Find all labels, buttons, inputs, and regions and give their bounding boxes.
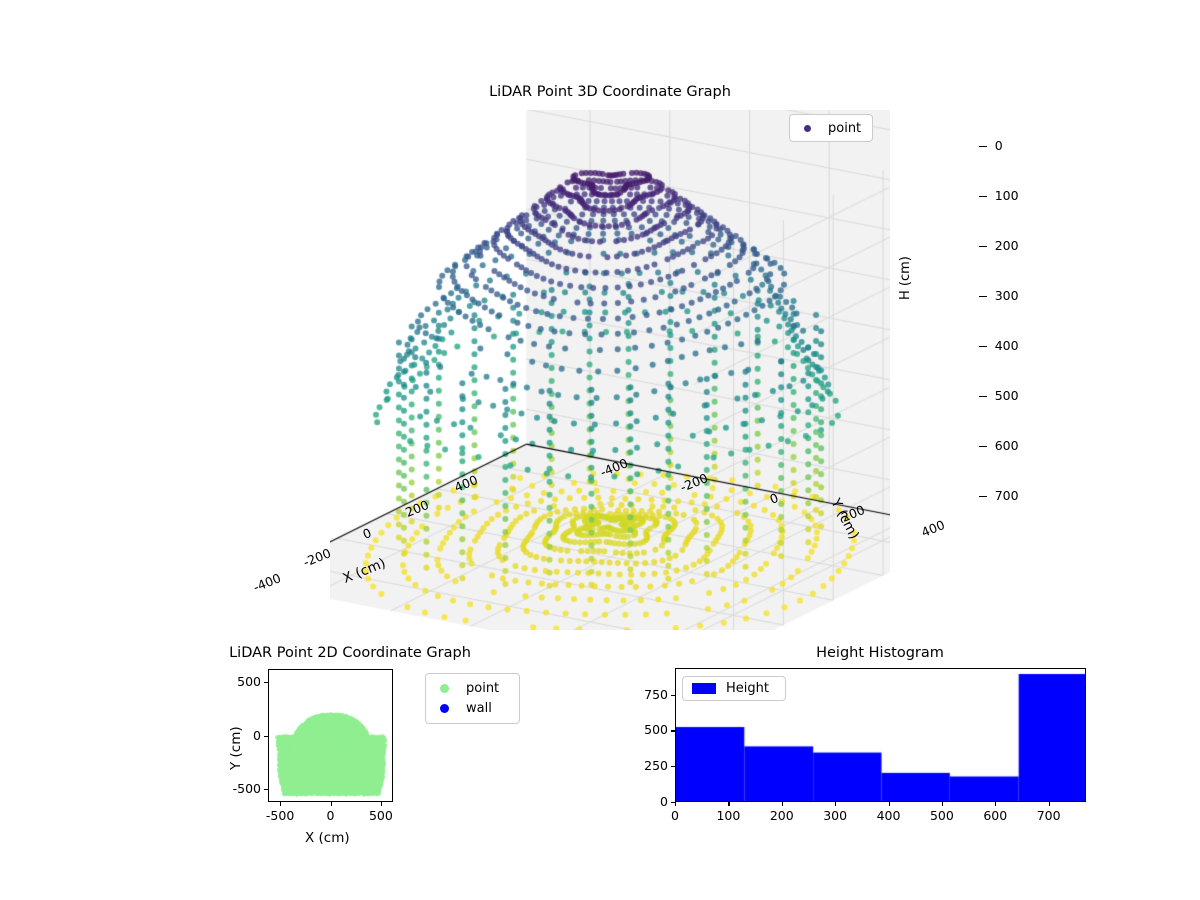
plot2d-xtick-mark-0 bbox=[280, 802, 282, 806]
plot2d-xtick-1: 0 bbox=[326, 808, 335, 823]
histogram-ytick-mark-1 bbox=[671, 766, 675, 768]
plot3d-ztick-mark-4 bbox=[978, 345, 987, 348]
plot3d-ztick-6: 600 bbox=[994, 437, 1019, 453]
histogram-ytick-0: 0 bbox=[660, 794, 668, 809]
histogram-xtick-mark-4 bbox=[888, 802, 890, 806]
histogram-ytick-2: 500 bbox=[644, 722, 668, 738]
lidar-2d-axes bbox=[268, 669, 393, 802]
histogram-xtick-3: 300 bbox=[823, 808, 848, 823]
histogram-title: Height Histogram bbox=[816, 645, 944, 661]
histogram-xtick-mark-3 bbox=[835, 802, 837, 806]
plot3d-xtick-0: -400 bbox=[251, 570, 284, 595]
plot2d-ytick-2: -500 bbox=[232, 781, 261, 797]
plot2d-legend: point wall bbox=[425, 673, 520, 724]
plot2d-ytick-0: 500 bbox=[237, 673, 261, 689]
legend-label-height: Height bbox=[726, 681, 769, 696]
plot3d-ztick-mark-6 bbox=[978, 445, 987, 448]
histogram-xtick-6: 600 bbox=[983, 808, 1008, 823]
legend-item-height[interactable]: Height bbox=[688, 679, 780, 699]
plot2d-xtick-0: -500 bbox=[265, 808, 295, 823]
plot3d-ztick-0: 0 bbox=[994, 137, 1003, 153]
height-patch-icon bbox=[692, 683, 716, 694]
histogram-xtick-mark-1 bbox=[728, 802, 730, 806]
plot2d-xtick-mark-2 bbox=[380, 802, 383, 806]
histogram-xtick-mark-6 bbox=[995, 802, 997, 806]
plot3d-ztick-4: 400 bbox=[994, 337, 1019, 353]
histogram-ytick-mark-3 bbox=[671, 694, 675, 696]
histogram-xtick-1: 100 bbox=[716, 808, 741, 823]
histogram-xtick-mark-7 bbox=[1048, 802, 1050, 806]
plot3d-ztick-mark-5 bbox=[978, 395, 987, 398]
lidar-3d-canvas bbox=[330, 110, 890, 630]
plot2d-xaxis-label: X (cm) bbox=[305, 830, 350, 846]
plot3d-ztick-1: 100 bbox=[994, 187, 1019, 203]
lidar-2d-canvas bbox=[269, 670, 392, 801]
histogram-xtick-mark-0 bbox=[675, 802, 677, 806]
plot2d-xtick-mark-1 bbox=[330, 802, 332, 806]
histogram-xtick-0: 0 bbox=[671, 808, 679, 823]
plot3d-ztick-5: 500 bbox=[994, 387, 1019, 403]
plot3d-ztick-mark-1 bbox=[978, 195, 987, 198]
wall-marker-icon bbox=[440, 704, 449, 713]
legend-item-point[interactable]: point bbox=[798, 118, 864, 138]
plot2d-ytick-1: 0 bbox=[253, 727, 261, 743]
plot3d-title: LiDAR Point 3D Coordinate Graph bbox=[489, 84, 731, 100]
plot2d-ytick-mark-2 bbox=[264, 789, 268, 791]
plot3d-ztick-mark-0 bbox=[978, 145, 987, 148]
plot2d-xtick-2: 500 bbox=[368, 808, 393, 823]
legend-item-point[interactable]: point bbox=[432, 679, 513, 699]
plot3d-zaxis-label: H (cm) bbox=[898, 256, 913, 300]
plot3d-ytick-4: 400 bbox=[919, 517, 947, 541]
point-marker-icon bbox=[804, 124, 811, 132]
histogram-legend: Height bbox=[682, 676, 786, 701]
plot2d-ytick-mark-1 bbox=[264, 735, 268, 737]
lidar-3d-axes bbox=[330, 110, 890, 630]
plot3d-xtick-1: -200 bbox=[300, 545, 333, 571]
histogram-ytick-3: 750 bbox=[644, 686, 668, 702]
legend-label-wall: wall bbox=[466, 701, 492, 716]
plot3d-ztick-2: 200 bbox=[994, 237, 1019, 253]
histogram-ytick-mark-2 bbox=[671, 730, 675, 732]
plot3d-ztick-7: 700 bbox=[994, 487, 1019, 503]
legend-label-point: point bbox=[828, 120, 862, 136]
histogram-xtick-mark-2 bbox=[781, 802, 783, 806]
plot3d-ztick-mark-7 bbox=[978, 495, 987, 498]
plot3d-legend: point bbox=[789, 114, 873, 142]
histogram-xtick-7: 700 bbox=[1036, 808, 1061, 823]
histogram-xtick-4: 400 bbox=[876, 808, 901, 823]
histogram-xtick-mark-5 bbox=[941, 802, 944, 806]
histogram-xtick-2: 200 bbox=[769, 808, 794, 823]
histogram-ytick-mark-0 bbox=[671, 802, 675, 804]
legend-label-point: point bbox=[466, 681, 500, 696]
plot2d-title: LiDAR Point 2D Coordinate Graph bbox=[229, 645, 471, 661]
histogram-ytick-1: 250 bbox=[644, 758, 668, 774]
plot3d-ztick-mark-2 bbox=[978, 245, 987, 248]
legend-item-wall[interactable]: wall bbox=[432, 699, 513, 719]
plot3d-ztick-mark-3 bbox=[978, 295, 987, 298]
plot2d-ytick-mark-0 bbox=[264, 681, 268, 684]
plot2d-yaxis-label: Y (cm) bbox=[228, 726, 244, 770]
histogram-xtick-5: 500 bbox=[929, 808, 954, 823]
point-marker-icon bbox=[440, 684, 449, 693]
plot3d-ztick-3: 300 bbox=[994, 287, 1019, 303]
